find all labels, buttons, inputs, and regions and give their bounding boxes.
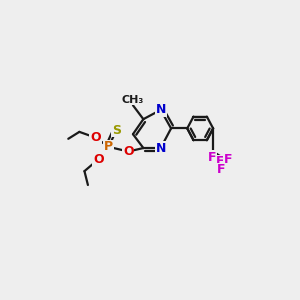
Text: O: O	[123, 145, 134, 158]
Text: F: F	[217, 164, 226, 176]
Text: N: N	[155, 103, 166, 116]
Text: F: F	[208, 151, 216, 164]
Text: O: O	[90, 131, 101, 144]
Text: O: O	[93, 153, 104, 166]
Text: N: N	[155, 142, 166, 154]
Text: F: F	[224, 153, 233, 166]
Text: P: P	[104, 140, 113, 153]
Text: F: F	[216, 155, 224, 168]
Text: CH₃: CH₃	[122, 94, 144, 104]
Text: S: S	[112, 124, 121, 136]
